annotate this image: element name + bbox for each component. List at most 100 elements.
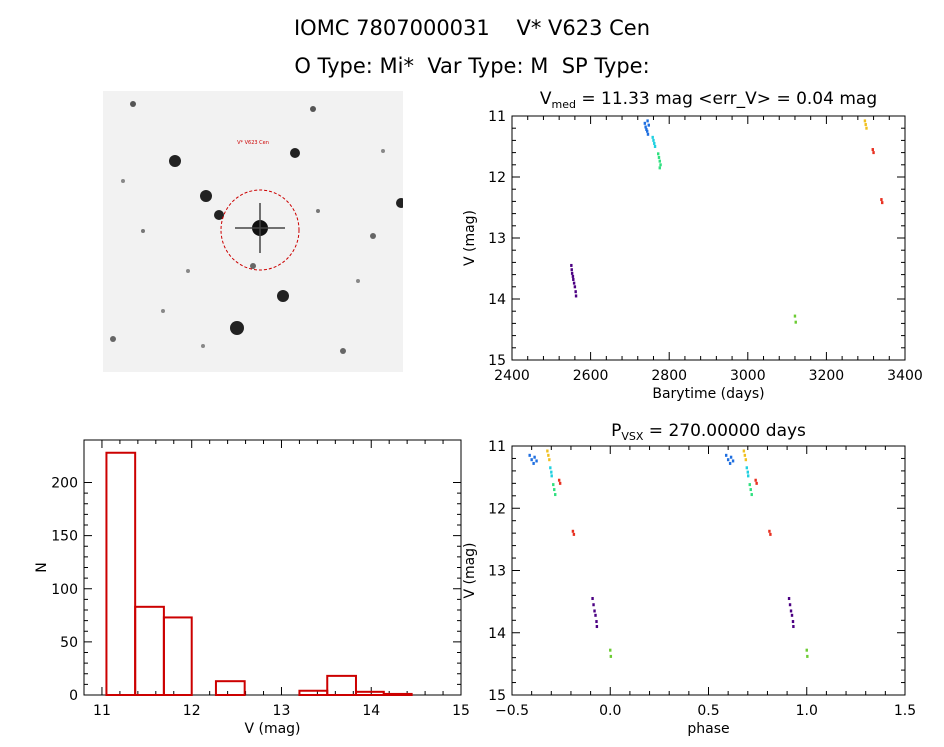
data-point — [744, 458, 748, 462]
data-point — [806, 654, 809, 658]
data-point — [554, 493, 557, 497]
y-tick-label: 15 — [488, 353, 506, 369]
data-point — [643, 121, 647, 125]
data-point — [552, 483, 555, 487]
data-point — [646, 132, 650, 136]
y-tick-label: 13 — [488, 564, 506, 580]
data-point — [573, 285, 577, 289]
histogram-bar — [134, 605, 165, 696]
data-point — [656, 152, 660, 156]
x-tick-label: 13 — [273, 703, 291, 719]
data-series — [570, 263, 578, 298]
data-point — [644, 125, 647, 129]
y-axis-label: V (mag) — [462, 210, 478, 266]
y-tick-label: 14 — [488, 292, 506, 308]
data-point — [789, 609, 793, 613]
data-point — [572, 281, 576, 285]
data-point — [743, 453, 747, 457]
data-point — [532, 461, 535, 465]
data-point — [658, 159, 661, 163]
y-tick-label: 150 — [51, 529, 78, 545]
data-point — [571, 529, 575, 533]
data-series — [793, 314, 797, 324]
y-tick-label: 0 — [69, 688, 78, 704]
data-series — [656, 152, 662, 170]
data-point — [557, 478, 561, 482]
data-point — [787, 597, 791, 601]
data-point — [805, 648, 808, 652]
y-tick-label: 200 — [51, 476, 78, 492]
histogram-bar — [214, 680, 246, 696]
x-tick-label: 2400 — [494, 368, 530, 384]
x-tick-label: 2600 — [573, 368, 609, 384]
sky-image: V* V623 Cen — [103, 91, 403, 372]
data-point — [533, 455, 536, 459]
data-point — [652, 138, 655, 142]
data-series — [591, 597, 795, 629]
lightcurve-panel: 2400 2600 2800 3000 3200 3400 11 12 13 14 15 Baryti… — [462, 89, 923, 402]
x-axis-label: phase — [687, 721, 729, 737]
x-tick-label: 3000 — [730, 368, 766, 384]
data-point — [530, 458, 533, 462]
data-point — [726, 458, 730, 462]
data-series — [871, 148, 884, 205]
x-tick-label: 1.5 — [894, 703, 916, 719]
x-tick-label: 0.0 — [599, 703, 621, 719]
data-point — [593, 609, 596, 613]
x-tick-label: 15 — [452, 703, 470, 719]
histogram-frame — [83, 439, 462, 696]
data-point — [528, 453, 531, 457]
data-point — [746, 470, 749, 474]
data-point — [645, 129, 649, 133]
data-point — [595, 625, 599, 629]
data-series — [651, 135, 657, 148]
histogram-bar — [105, 451, 137, 696]
data-point — [609, 648, 612, 652]
data-point — [748, 483, 751, 487]
data-point — [793, 314, 797, 318]
y-tick-label: 14 — [488, 626, 506, 642]
lightcurve-title: Vmed = 11.33 mag <err_V> = 0.04 mag — [540, 89, 877, 111]
target-label: V* V623 Cen — [237, 140, 269, 146]
data-point — [572, 532, 576, 536]
y-tick-label: 12 — [488, 170, 506, 186]
phased-panel: −0.5 0.0 0.5 1.0 1.5 11 12 13 14 15 phase V (mag) PV… — [462, 421, 916, 737]
sky-thumbnail: V* V623 Cen — [103, 91, 403, 372]
data-series — [863, 119, 868, 130]
data-point — [790, 613, 794, 617]
target-circle — [220, 189, 300, 271]
data-point — [863, 119, 867, 123]
data-point — [745, 466, 749, 470]
y-axis-label: N — [34, 562, 50, 572]
lightcurve-frame — [511, 115, 906, 361]
x-tick-label: 3200 — [809, 368, 845, 384]
data-point — [571, 274, 575, 278]
y-tick-label: 50 — [60, 635, 78, 651]
y-tick-label: 11 — [488, 109, 506, 125]
data-point — [731, 459, 735, 463]
y-axis-label: V (mag) — [462, 542, 478, 598]
data-point — [546, 449, 549, 453]
data-point — [570, 263, 573, 267]
x-tick-label: 12 — [183, 703, 201, 719]
data-point — [724, 453, 728, 457]
chart-title-line2: O Type: Mi* Var Type: M SP Type: — [294, 54, 650, 78]
data-series — [528, 453, 735, 465]
data-point — [594, 613, 597, 617]
data-point — [553, 488, 556, 492]
data-series — [549, 466, 750, 478]
data-point — [742, 449, 746, 453]
data-point — [592, 603, 595, 607]
x-tick-label: 3400 — [887, 368, 923, 384]
y-tick-label: 13 — [488, 231, 506, 247]
x-tick-label: 2800 — [651, 368, 687, 384]
x-tick-label: −0.5 — [495, 703, 529, 719]
data-point — [570, 268, 573, 272]
data-point — [651, 135, 654, 139]
data-point — [788, 603, 792, 607]
histogram-bar — [298, 689, 329, 696]
data-point — [872, 151, 875, 155]
data-point — [750, 493, 753, 497]
chart-title-line1: IOMC 7807000031 V* V623 Cen — [293, 16, 651, 40]
